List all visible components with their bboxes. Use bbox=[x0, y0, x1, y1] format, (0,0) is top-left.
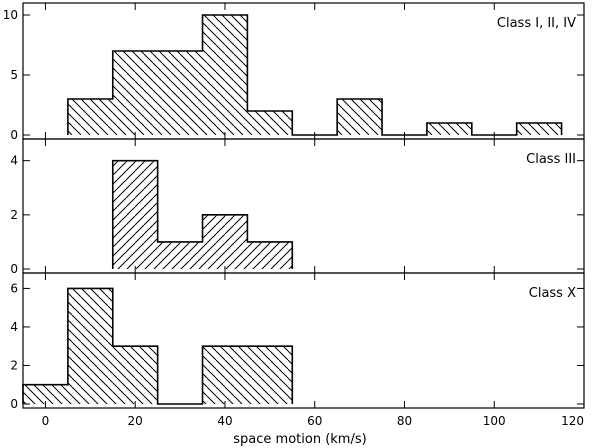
panel-2: 0 2 4 Class III bbox=[10, 138, 585, 276]
panel-3: 0 2 4 6 Class X bbox=[10, 272, 585, 411]
histogram-bar bbox=[516, 123, 562, 135]
histogram-bar bbox=[157, 241, 203, 269]
panel-frame bbox=[22, 272, 585, 409]
y-tick-label: 2 bbox=[10, 358, 18, 372]
x-tick-label: 60 bbox=[307, 414, 322, 428]
x-tick-label: 0 bbox=[42, 414, 50, 428]
y-tick-label: 0 bbox=[10, 262, 18, 276]
histogram-bar bbox=[202, 15, 248, 135]
panel-1: 0 5 10 Class I, II, IV bbox=[3, 2, 585, 142]
y-tick-label: 0 bbox=[10, 128, 18, 142]
y-tick-label: 4 bbox=[10, 154, 18, 168]
histogram-outline bbox=[111, 159, 294, 269]
panel-title: Class III bbox=[526, 152, 576, 167]
histogram-bar bbox=[157, 51, 203, 135]
histogram-bar bbox=[337, 99, 383, 135]
panel-title: Class X bbox=[529, 286, 576, 301]
y-tick-label: 10 bbox=[3, 8, 18, 22]
y-tick-label: 5 bbox=[10, 68, 18, 82]
panel-title: Class I, II, IV bbox=[497, 16, 576, 31]
histogram-outline bbox=[22, 287, 294, 405]
x-tick-label: 80 bbox=[397, 414, 412, 428]
y-tick-label: 6 bbox=[10, 281, 18, 295]
histogram-bar bbox=[247, 241, 293, 269]
histogram-bar bbox=[23, 384, 68, 404]
histogram-bar bbox=[112, 51, 158, 135]
histogram-outline bbox=[67, 14, 563, 136]
x-tick-label: 20 bbox=[128, 414, 143, 428]
y-tick-label: 4 bbox=[10, 320, 18, 334]
x-tick-label: 100 bbox=[483, 414, 506, 428]
y-tick-label: 0 bbox=[10, 397, 18, 411]
x-tick-label: 40 bbox=[217, 414, 232, 428]
histogram-bar bbox=[247, 346, 293, 404]
x-axis-label: space motion (km/s) bbox=[233, 432, 366, 447]
panel-frame bbox=[22, 138, 585, 274]
histogram-bar bbox=[247, 111, 293, 135]
x-axis: space motion (km/s) 0 20 40 60 80 100 120 bbox=[42, 414, 584, 447]
histogram-bar bbox=[67, 99, 113, 135]
x-tick-label: 120 bbox=[561, 414, 584, 428]
histogram-bar bbox=[426, 123, 472, 135]
y-tick-label: 2 bbox=[10, 208, 18, 222]
histogram-bar bbox=[202, 214, 248, 269]
histogram-bar bbox=[112, 160, 158, 269]
histogram-bar bbox=[202, 346, 248, 404]
histogram-bar bbox=[67, 288, 113, 404]
histogram-bar bbox=[112, 346, 158, 404]
